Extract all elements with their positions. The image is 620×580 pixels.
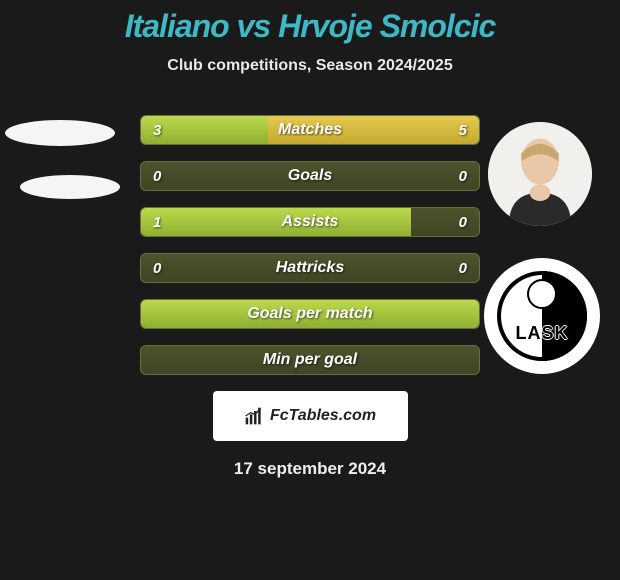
stat-value-left: 3 xyxy=(141,116,173,144)
stat-value-right: 0 xyxy=(447,254,479,282)
stat-value-right: 5 xyxy=(447,116,479,144)
stat-label: Goals per match xyxy=(141,300,479,328)
stat-row: Hattricks0 0 xyxy=(140,253,480,283)
stat-row: Goals0 0 xyxy=(140,161,480,191)
stat-label: Min per goal xyxy=(141,346,479,374)
stat-label: Matches xyxy=(141,116,479,144)
brand-text: FcTables.com xyxy=(270,407,376,425)
comparison-title: Italiano vs Hrvoje Smolcic xyxy=(0,0,620,45)
stat-label: Hattricks xyxy=(141,254,479,282)
stat-value-left: 0 xyxy=(141,254,173,282)
comparison-date: 17 september 2024 xyxy=(0,459,620,479)
stat-label: Assists xyxy=(141,208,479,236)
stat-value-left: 0 xyxy=(141,162,173,190)
stat-row: Min per goal xyxy=(140,345,480,375)
stat-value-right: 0 xyxy=(447,208,479,236)
season-subtitle: Club competitions, Season 2024/2025 xyxy=(0,57,620,75)
stat-label: Goals xyxy=(141,162,479,190)
stat-value-left: 1 xyxy=(141,208,173,236)
stat-row: Goals per match xyxy=(140,299,480,329)
chart-icon xyxy=(244,406,264,426)
stat-row: Matches3 5 xyxy=(140,115,480,145)
comparison-chart: Matches35Goals00Assists10Hattricks00Goal… xyxy=(0,115,620,375)
stat-value-right: 0 xyxy=(447,162,479,190)
brand-badge: FcTables.com xyxy=(213,391,408,441)
stat-row: Assists1 0 xyxy=(140,207,480,237)
